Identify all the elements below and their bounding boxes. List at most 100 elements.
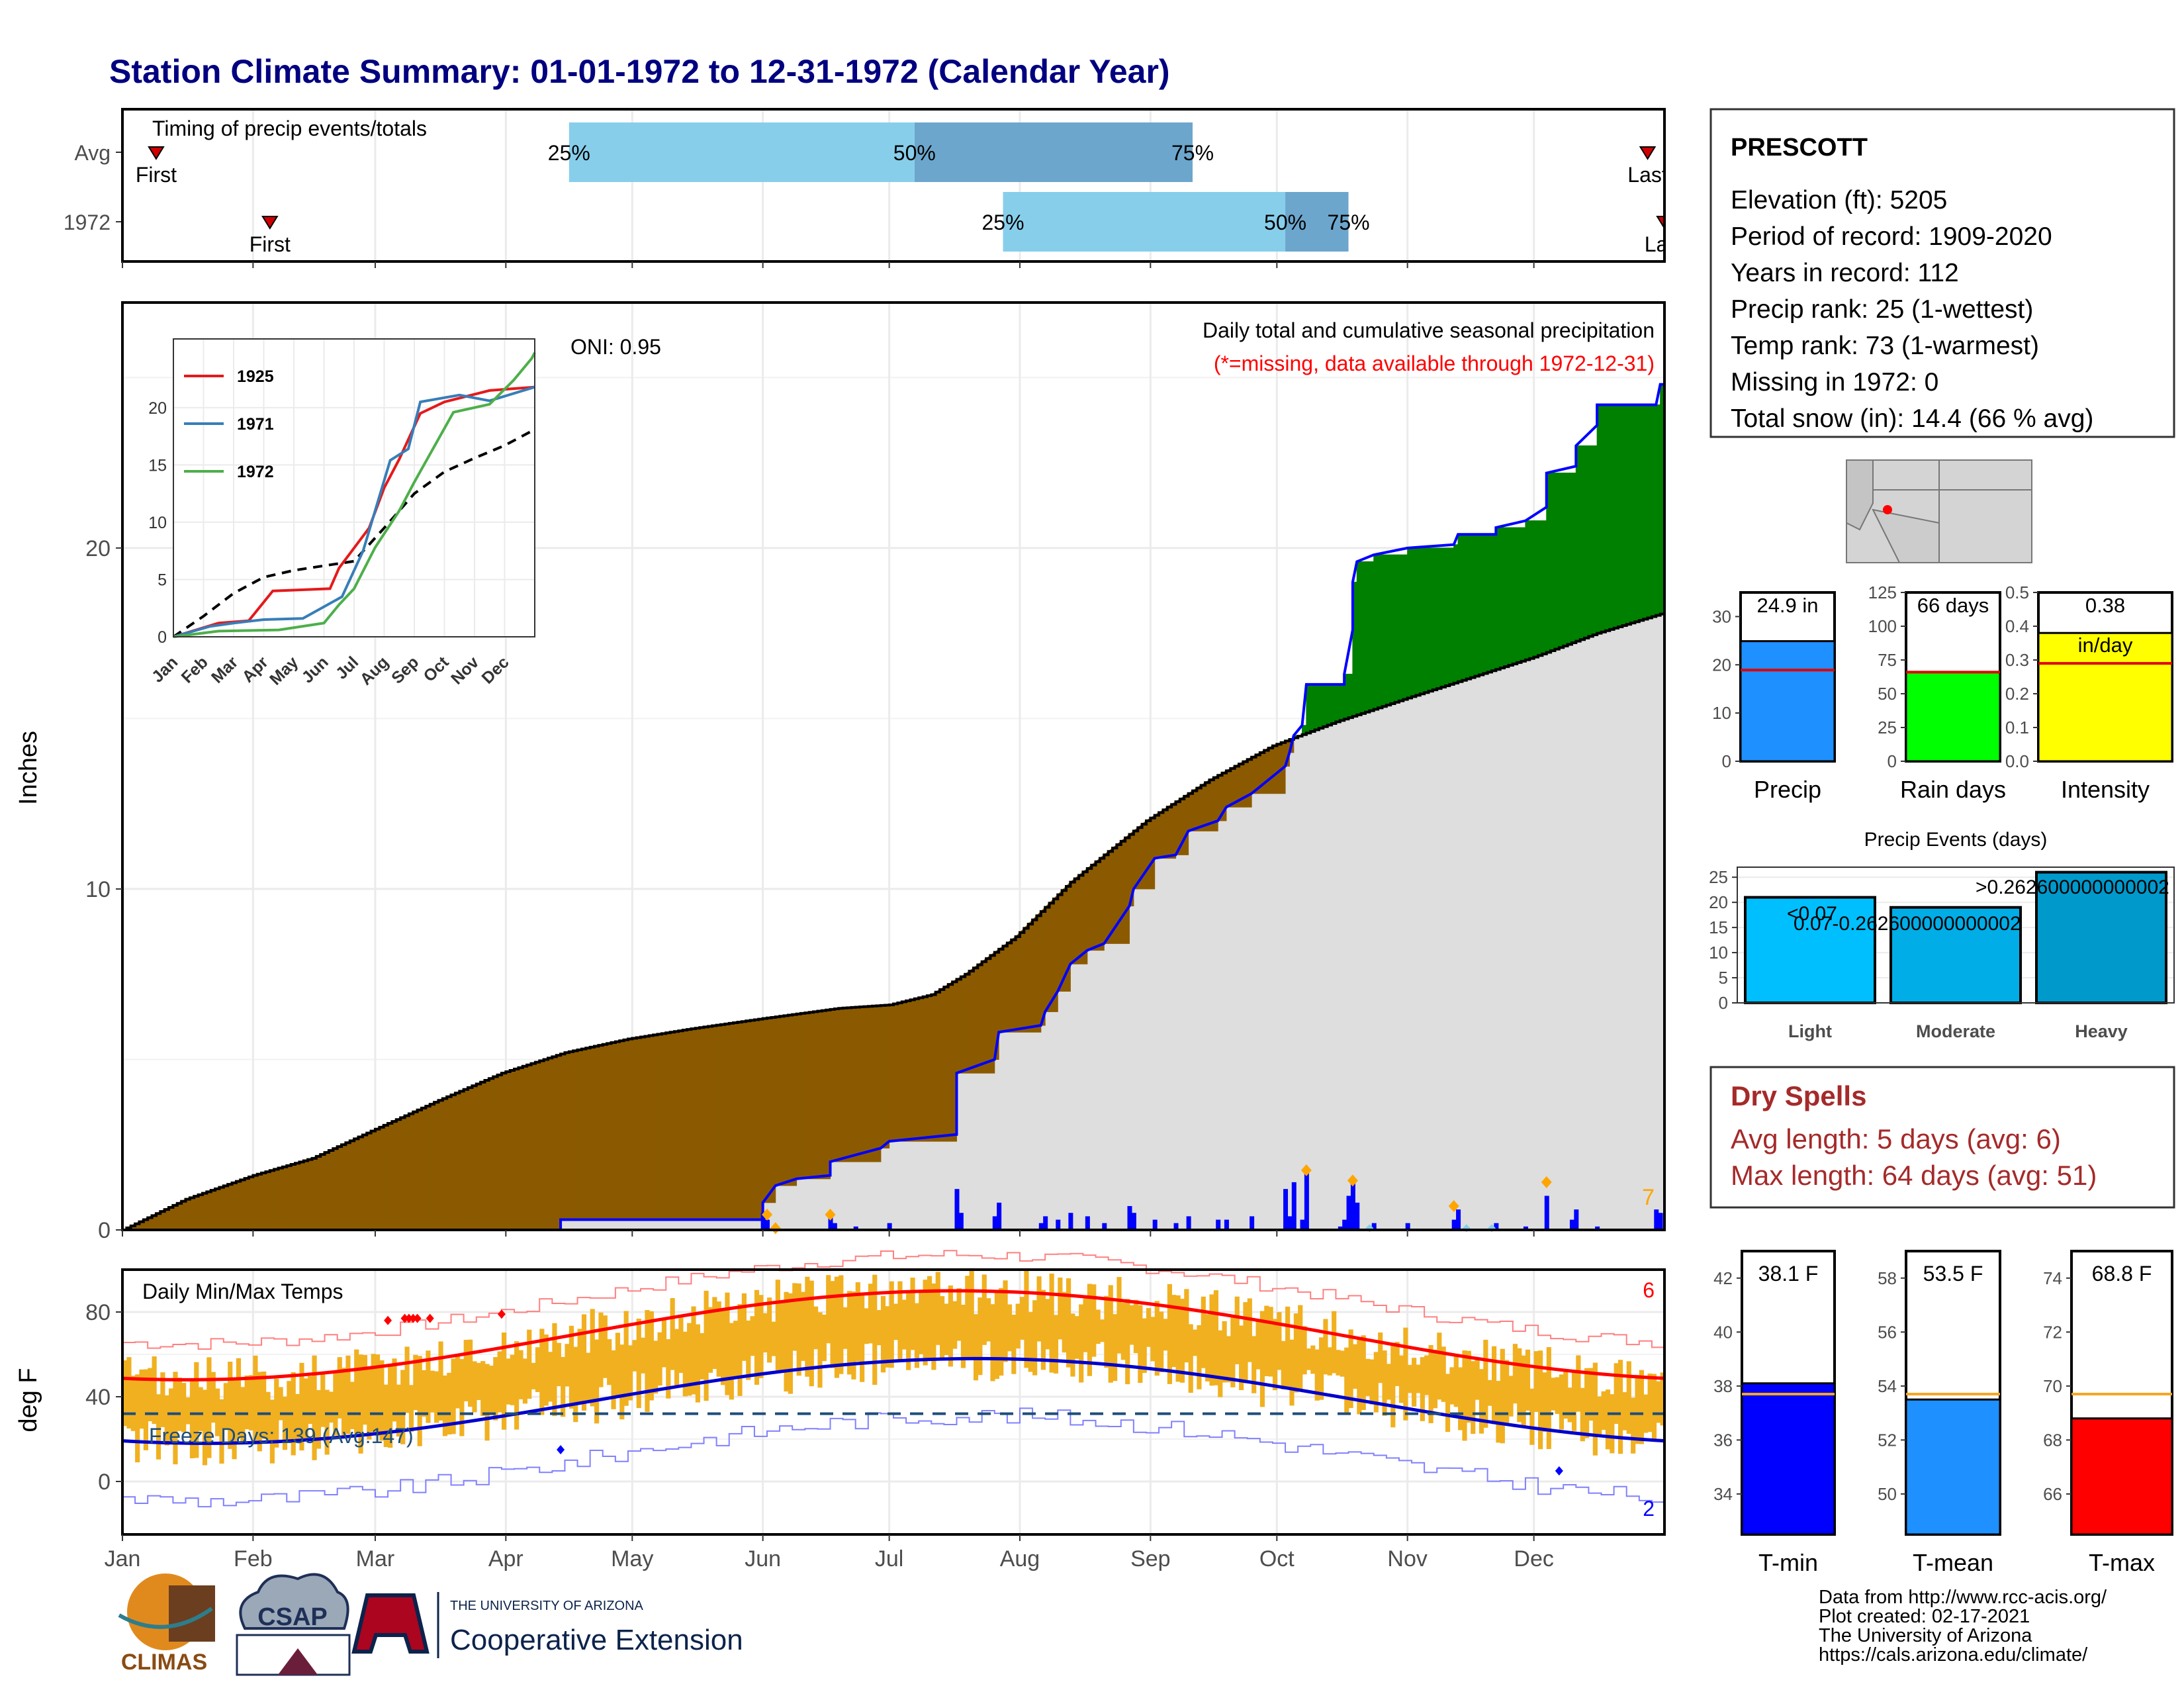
daily-precip-bar <box>1569 1219 1574 1230</box>
daily-temp-bar <box>1150 1317 1156 1362</box>
daily-temp-bar <box>257 1372 262 1452</box>
daily-temp-bar <box>371 1354 376 1432</box>
daily-temp-bar <box>754 1289 760 1385</box>
daily-temp-bar <box>737 1304 743 1396</box>
daily-temp-bar <box>1302 1326 1307 1375</box>
daily-temp-bar <box>994 1291 999 1380</box>
temp-bar-label: T-mean <box>1913 1549 1993 1576</box>
daily-temp-bar <box>889 1281 894 1368</box>
daily-temp-bar <box>148 1368 153 1422</box>
daily-temp-bar <box>1091 1284 1097 1357</box>
daily-precip-bar <box>1152 1219 1158 1230</box>
daily-temp-bar <box>1133 1299 1139 1354</box>
summary-ytick-label: 0.4 <box>2005 616 2029 636</box>
daily-temp-bar <box>678 1317 684 1374</box>
daily-temp-bar <box>1095 1309 1101 1344</box>
daily-temp-bar <box>855 1282 860 1362</box>
summary-bar <box>1739 640 1836 763</box>
daily-temp-bar <box>455 1354 461 1409</box>
freeze-days-label: Freeze Days: 139 (Avg:147) <box>149 1424 414 1448</box>
daily-temp-bar <box>1428 1344 1433 1423</box>
daily-precip-bar <box>1131 1213 1136 1230</box>
daily-temp-bar <box>1113 1314 1118 1382</box>
daily-temp-bar <box>1651 1374 1657 1440</box>
daily-temp-bar <box>594 1339 600 1424</box>
daily-temp-bar <box>670 1298 675 1370</box>
temp-bar-ytick-label: 34 <box>1713 1484 1733 1504</box>
daily-temp-bar <box>956 1288 962 1341</box>
events-ytick-label: 5 <box>1719 968 1728 988</box>
daily-temp-bar <box>152 1356 157 1425</box>
station-info-line: Total snow (in): 14.4 (66 % avg) <box>1731 404 2093 433</box>
inset-ytick-label: 10 <box>148 514 167 532</box>
daily-temp-bar <box>682 1331 688 1397</box>
daily-temp-bar <box>952 1301 958 1349</box>
summary-bar-label: Intensity <box>2061 776 2150 803</box>
daily-temp-bar <box>400 1370 406 1444</box>
daily-temp-bar <box>1479 1369 1484 1434</box>
events-ytick-label: 10 <box>1709 943 1728 962</box>
daily-temp-bar <box>901 1299 907 1350</box>
summary-ytick-label: 75 <box>1878 650 1897 670</box>
timing-border <box>121 108 1666 263</box>
timing-row-label: Avg <box>74 141 111 165</box>
station-info-line: Years in record: 112 <box>1731 259 1959 287</box>
daily-temp-bar <box>177 1378 182 1431</box>
temp-bar-ytick-label: 70 <box>2043 1376 2062 1396</box>
daily-precip-bar <box>1056 1219 1061 1230</box>
inset-ytick-label: 5 <box>158 571 167 589</box>
daily-temp-bar <box>1264 1305 1269 1376</box>
daily-precip-bar <box>1346 1196 1351 1230</box>
dry-spells-box: Dry Spells Avg length: 5 days (avg: 6) Max… <box>1709 1066 2175 1209</box>
daily-temp-bar <box>308 1376 313 1425</box>
daily-precip-bar <box>1173 1223 1179 1230</box>
daily-temp-bar <box>1635 1375 1640 1444</box>
daily-temp-bar <box>923 1280 928 1366</box>
daily-temp-bar <box>1310 1345 1316 1374</box>
footer-line: Plot created: 02-17-2021 <box>1819 1606 2030 1627</box>
month-label: Nov <box>1387 1546 1427 1571</box>
footer-line: https://cals.arizona.edu/climate/ <box>1819 1644 2088 1665</box>
daily-temp-bar <box>1357 1337 1362 1415</box>
daily-temp-bar <box>126 1357 132 1429</box>
temperature-bars: 38.1 F 34 36 38 40 42 T-min 53.5 F 50 52 54 56 58 T-m… <box>1713 1250 2173 1576</box>
daily-temp-bar <box>291 1372 296 1456</box>
daily-temp-bar <box>232 1379 237 1460</box>
daily-temp-bar <box>367 1368 372 1440</box>
daily-temp-bar <box>1538 1350 1543 1450</box>
temp-border <box>121 1268 1666 1536</box>
dry-spells-title: Dry Spells <box>1731 1080 1866 1111</box>
daily-temp-bar <box>514 1341 520 1430</box>
daily-temp-bar <box>826 1275 831 1344</box>
record-high-count: 6 <box>1643 1278 1655 1302</box>
daily-temp-bar <box>1398 1355 1404 1403</box>
daily-temp-bar <box>362 1355 368 1425</box>
daily-temp-bar <box>707 1307 713 1373</box>
dry-spells-avg: Avg length: 5 days (avg: 6) <box>1731 1123 2061 1154</box>
daily-temp-bar <box>1563 1369 1569 1419</box>
daily-temp-bar <box>1412 1358 1417 1407</box>
daily-temp-bar <box>527 1329 532 1399</box>
daily-temp-bar <box>792 1283 797 1351</box>
daily-precip-bar <box>1355 1202 1360 1230</box>
daily-temp-bar <box>1171 1295 1177 1368</box>
daily-temp-bar <box>434 1371 439 1423</box>
timing-p50-label: 50% <box>1264 211 1306 234</box>
precip-ytick-label: 10 <box>85 877 111 902</box>
climas-river-icon <box>118 1607 213 1629</box>
events-ytick-label: 25 <box>1709 867 1728 887</box>
record-high-marker <box>400 1313 409 1323</box>
daily-temp-bar <box>299 1362 304 1451</box>
summary-ytick-label: 0.3 <box>2005 650 2029 670</box>
daily-temp-bar <box>1201 1296 1206 1368</box>
daily-temp-bar <box>645 1310 650 1412</box>
temp-bar-label: T-max <box>2089 1549 2155 1576</box>
daily-temp-bar <box>565 1344 570 1387</box>
precip-legend-title: Daily total and cumulative seasonal prec… <box>1203 318 1655 342</box>
summary-ytick-label: 125 <box>1868 583 1897 602</box>
events-bar-text: <0.07 <box>1787 903 1837 925</box>
summary-ytick-label: 100 <box>1868 616 1897 636</box>
daily-precip-bar <box>1544 1196 1549 1230</box>
daily-precip-bar <box>1371 1223 1377 1230</box>
